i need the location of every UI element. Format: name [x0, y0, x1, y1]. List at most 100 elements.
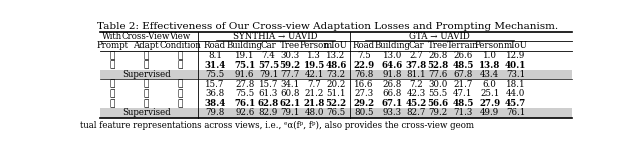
Text: 51.1: 51.1 [326, 89, 346, 98]
Text: tual feature representations across views, i.e., ᵉα(fᵖ, fᵖ), also provides the c: tual feature representations across view… [80, 121, 474, 130]
Text: 21.2: 21.2 [305, 89, 324, 98]
Text: 43.4: 43.4 [480, 70, 499, 79]
Text: 67.8: 67.8 [453, 70, 472, 79]
Text: 42.1: 42.1 [305, 70, 324, 79]
Text: 75.1: 75.1 [234, 61, 255, 70]
Text: ✗: ✗ [109, 61, 115, 70]
Text: 40.1: 40.1 [505, 61, 526, 70]
Text: 92.6: 92.6 [235, 108, 254, 117]
Text: 13.0: 13.0 [383, 51, 402, 60]
Text: 13.2: 13.2 [326, 51, 346, 60]
Text: 82.9: 82.9 [259, 108, 278, 117]
Text: Person: Person [475, 41, 504, 51]
Text: 45.7: 45.7 [505, 99, 526, 108]
Text: ✓: ✓ [143, 89, 148, 98]
Text: 45.2: 45.2 [406, 99, 427, 108]
Text: 8.1: 8.1 [208, 51, 222, 60]
Text: Road: Road [353, 41, 375, 51]
Text: ✓: ✓ [143, 61, 148, 70]
Text: 7.5: 7.5 [357, 51, 371, 60]
Text: 77.7: 77.7 [281, 70, 300, 79]
Text: 30.0: 30.0 [428, 80, 448, 89]
Text: ✗: ✗ [177, 51, 183, 60]
Text: 52.8: 52.8 [428, 61, 449, 70]
Text: 31.4: 31.4 [204, 61, 225, 70]
Text: 7.4: 7.4 [262, 51, 275, 60]
Text: 22.9: 22.9 [353, 61, 374, 70]
Text: 20.2: 20.2 [326, 80, 346, 89]
Text: ✓: ✓ [177, 99, 183, 108]
Text: 38.4: 38.4 [204, 99, 225, 108]
Text: 16.6: 16.6 [354, 80, 373, 89]
Text: 19.1: 19.1 [235, 51, 255, 60]
Text: 91.8: 91.8 [383, 70, 402, 79]
Text: 48.5: 48.5 [452, 61, 474, 70]
Text: 27.8: 27.8 [235, 80, 254, 89]
Text: ✓: ✓ [109, 99, 115, 108]
Text: Building: Building [227, 41, 262, 51]
Text: Supervised: Supervised [122, 70, 171, 79]
Text: Adapt: Adapt [133, 41, 159, 51]
Text: 91.6: 91.6 [235, 70, 254, 79]
Text: Car: Car [260, 41, 276, 51]
Text: ✓: ✓ [109, 89, 115, 98]
Text: 79.1: 79.1 [259, 70, 278, 79]
Text: 36.8: 36.8 [205, 89, 225, 98]
Text: 21.7: 21.7 [453, 80, 472, 89]
Text: 64.6: 64.6 [382, 61, 403, 70]
Text: 29.2: 29.2 [353, 99, 374, 108]
Text: 75.5: 75.5 [205, 70, 225, 79]
Text: 60.8: 60.8 [280, 89, 300, 98]
Text: 15.7: 15.7 [205, 80, 225, 89]
Text: 76.8: 76.8 [354, 70, 373, 79]
Text: ✗: ✗ [143, 80, 148, 89]
Text: 47.1: 47.1 [453, 89, 472, 98]
Text: Road: Road [204, 41, 226, 51]
Text: Condition: Condition [159, 41, 201, 51]
Text: Tree: Tree [280, 41, 300, 51]
Text: Terrain: Terrain [447, 41, 479, 51]
Text: 48.0: 48.0 [305, 108, 324, 117]
Text: 59.2: 59.2 [280, 61, 301, 70]
Text: ✗: ✗ [109, 51, 115, 60]
Text: With: With [102, 32, 122, 41]
Text: Person: Person [300, 41, 329, 51]
Text: 6.0: 6.0 [483, 80, 497, 89]
Text: mIoU: mIoU [324, 41, 348, 51]
Text: 62.1: 62.1 [280, 99, 301, 108]
Text: 7.2: 7.2 [410, 80, 423, 89]
Text: Cross-View: Cross-View [122, 32, 170, 41]
Text: 18.1: 18.1 [506, 80, 525, 89]
Bar [100, 108, 572, 118]
Text: 55.5: 55.5 [429, 89, 448, 98]
Text: GTA → UAVID: GTA → UAVID [409, 32, 470, 41]
Text: 34.1: 34.1 [281, 80, 300, 89]
Text: ✓: ✓ [109, 80, 115, 89]
Text: SYNTHIA → UAVID: SYNTHIA → UAVID [233, 32, 317, 41]
Text: 61.3: 61.3 [259, 89, 278, 98]
Text: 2.7: 2.7 [410, 51, 423, 60]
Text: 81.1: 81.1 [406, 70, 426, 79]
Text: 27.3: 27.3 [354, 89, 373, 98]
Text: 67.1: 67.1 [382, 99, 403, 108]
Text: 80.5: 80.5 [354, 108, 374, 117]
Text: 12.9: 12.9 [506, 51, 525, 60]
Text: ✗: ✗ [177, 61, 183, 70]
Text: 52.2: 52.2 [325, 99, 346, 108]
Text: 42.3: 42.3 [407, 89, 426, 98]
Text: Tree: Tree [428, 41, 448, 51]
Text: ✗: ✗ [177, 89, 183, 98]
Text: 13.8: 13.8 [479, 61, 500, 70]
Text: 75.5: 75.5 [235, 89, 254, 98]
Text: 25.1: 25.1 [480, 89, 499, 98]
Text: 76.1: 76.1 [234, 99, 255, 108]
Text: mIoU: mIoU [504, 41, 527, 51]
Text: 21.8: 21.8 [303, 99, 324, 108]
Text: View: View [170, 32, 191, 41]
Text: ✓: ✓ [143, 99, 148, 108]
Text: 1.3: 1.3 [307, 51, 321, 60]
Text: 19.5: 19.5 [303, 61, 324, 70]
Bar [100, 70, 572, 79]
Text: 49.9: 49.9 [480, 108, 499, 117]
Text: 73.2: 73.2 [326, 70, 346, 79]
